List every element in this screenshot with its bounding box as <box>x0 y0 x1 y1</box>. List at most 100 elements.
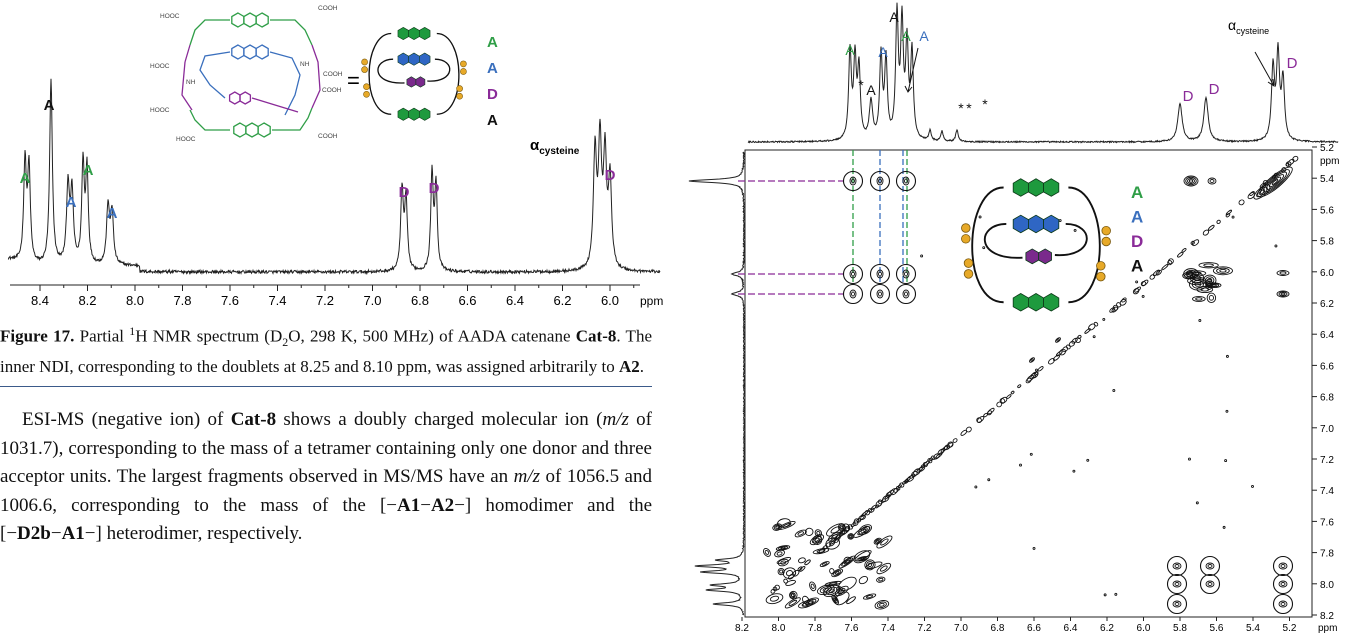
ring <box>415 76 426 88</box>
contour <box>773 524 781 530</box>
highlight-circle <box>842 263 864 285</box>
peak-label: D <box>1287 55 1298 72</box>
contour <box>893 487 899 493</box>
structure-label: HOOC <box>150 63 170 70</box>
ring <box>408 26 420 41</box>
contour <box>987 478 991 482</box>
y-tick-label: 6.6 <box>1320 361 1334 372</box>
contour <box>776 557 792 565</box>
x-tick-label: 5.6 <box>1210 623 1224 633</box>
bond <box>311 44 321 109</box>
contour <box>1251 484 1254 488</box>
contour <box>1185 176 1197 186</box>
contour <box>777 558 789 567</box>
bead <box>1096 261 1106 271</box>
contour <box>827 531 842 542</box>
contour <box>1172 580 1182 588</box>
contour <box>1141 294 1145 298</box>
contour <box>782 522 792 528</box>
contour <box>851 291 855 297</box>
contour <box>881 498 886 503</box>
contour <box>876 576 886 583</box>
bond <box>272 107 313 131</box>
ring <box>257 122 271 138</box>
contour <box>1195 297 1203 301</box>
contour <box>1174 582 1180 586</box>
contour <box>787 573 795 580</box>
contour <box>996 401 1003 408</box>
contour <box>1068 340 1076 347</box>
contour <box>774 584 780 591</box>
contour <box>802 595 810 605</box>
contour <box>876 535 893 549</box>
contour <box>828 588 835 594</box>
contour <box>833 597 837 602</box>
contour <box>849 269 857 279</box>
contour <box>873 537 882 545</box>
contour <box>874 538 881 544</box>
contour <box>834 571 840 575</box>
y-tick-label: 5.6 <box>1320 205 1334 216</box>
bold-text: A1 <box>397 494 421 516</box>
ring <box>1038 248 1052 265</box>
contour <box>1056 338 1060 342</box>
contour <box>809 534 825 546</box>
loop <box>427 58 451 82</box>
contour <box>1161 264 1169 271</box>
y-tick-label: 6.0 <box>1320 268 1334 279</box>
contour <box>1203 274 1217 286</box>
contour <box>942 445 948 451</box>
contour <box>890 488 898 496</box>
contour <box>822 545 828 551</box>
highlight-circle <box>1199 555 1221 577</box>
bead <box>456 92 463 100</box>
projection-trace <box>747 2 1339 144</box>
contour <box>784 597 801 609</box>
ring <box>228 91 241 105</box>
ring <box>1025 248 1040 265</box>
figure-caption: Figure 17. Partial 1H NMR spectrum (D2O,… <box>0 320 652 388</box>
highlight-circle <box>869 263 891 285</box>
contour <box>947 441 954 448</box>
scheme-label: A <box>487 60 498 77</box>
x-tick-label: 6.0 <box>1137 623 1151 633</box>
contour <box>801 602 810 607</box>
contour <box>1280 602 1286 606</box>
contour <box>1208 295 1214 301</box>
contour <box>1174 602 1180 606</box>
loop <box>377 58 405 84</box>
contour <box>1030 358 1034 362</box>
contour <box>839 530 846 537</box>
x-tick-label: 7.0 <box>363 293 381 308</box>
contour <box>789 590 798 600</box>
contour <box>906 475 915 482</box>
contour <box>1205 278 1213 291</box>
peak-label: A <box>866 82 876 98</box>
contour <box>860 557 865 561</box>
contour <box>828 582 838 586</box>
structure-label: HOOC <box>150 107 170 114</box>
ring <box>245 122 259 138</box>
contour <box>779 569 784 574</box>
peak-label: D <box>399 184 410 201</box>
contour <box>1059 348 1066 356</box>
contour <box>1111 306 1118 313</box>
bold-text: Cat-8 <box>230 409 277 430</box>
ring <box>397 107 409 121</box>
contour <box>814 537 820 543</box>
contour <box>832 596 838 604</box>
contour <box>1135 280 1139 284</box>
contour <box>841 557 854 567</box>
contour <box>862 593 877 600</box>
contour <box>783 578 789 584</box>
x-tick-label: 5.2 <box>1283 623 1297 633</box>
contour <box>1029 452 1033 456</box>
catenane-scheme <box>961 178 1111 312</box>
contour <box>1262 179 1269 186</box>
contour <box>777 518 791 528</box>
bead <box>361 58 368 66</box>
contour <box>1285 161 1292 167</box>
contour <box>1287 158 1295 166</box>
contour <box>1256 186 1268 198</box>
contour <box>834 591 850 606</box>
